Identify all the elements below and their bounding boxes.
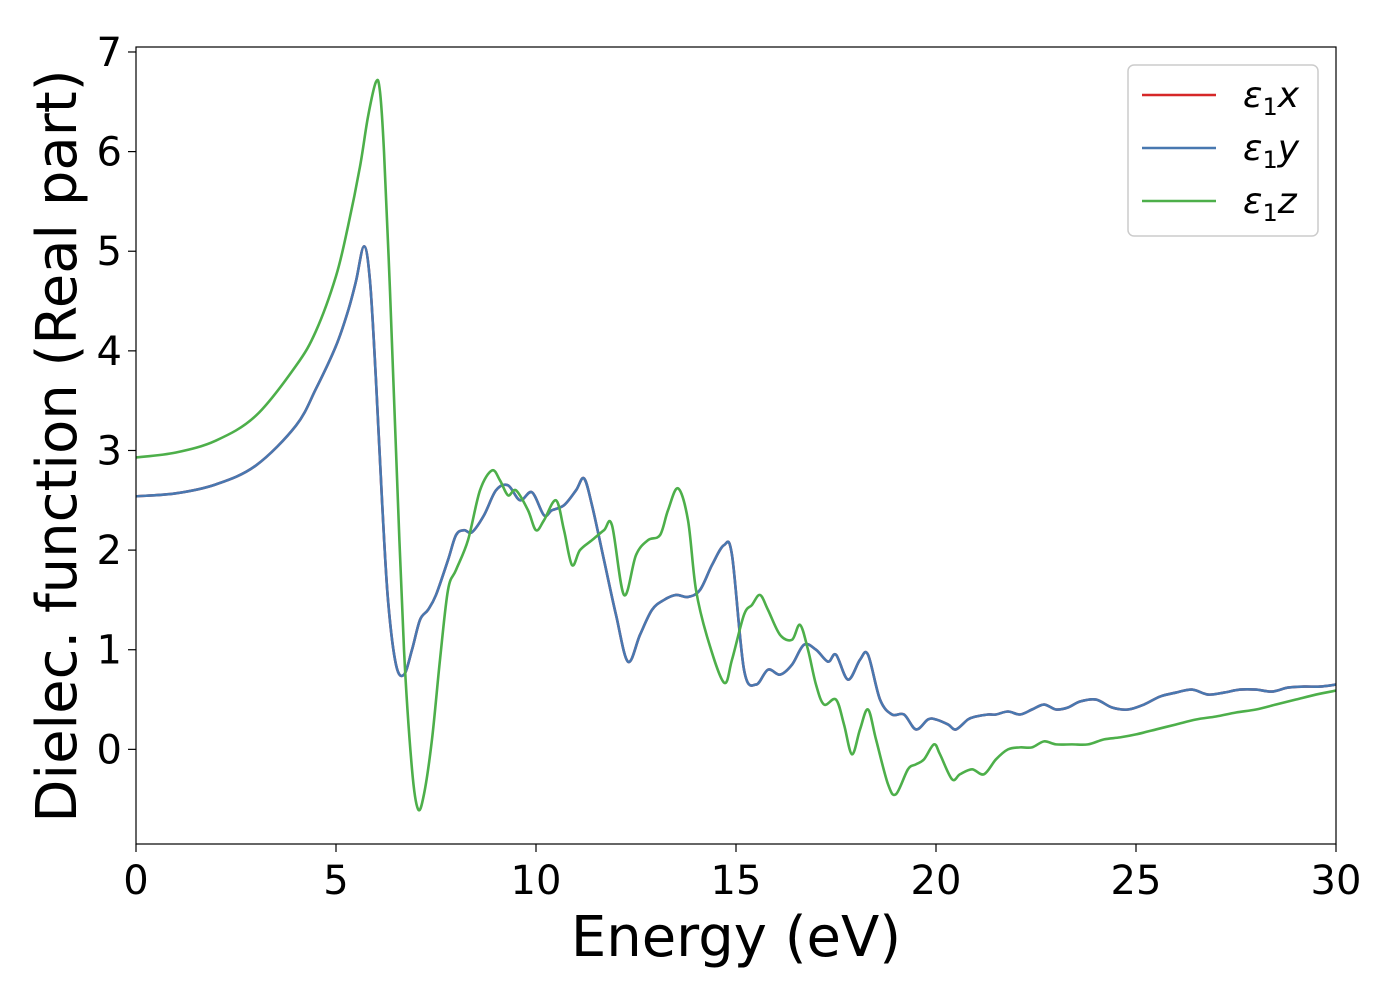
legend-symbol: ε — [1243, 181, 1262, 222]
legend-subscript: 1 — [1262, 93, 1277, 121]
y-axis-label: Dielec. function (Real part) — [25, 69, 90, 822]
legend-label-z: ε1z — [1243, 181, 1298, 227]
y-tick-label: 7 — [97, 30, 122, 76]
x-tick-label: 20 — [911, 858, 962, 904]
x-tick-label: 5 — [323, 858, 348, 904]
legend-symbol: ε — [1243, 128, 1262, 169]
y-tick-label: 3 — [97, 428, 122, 474]
legend-symbol: ε — [1243, 75, 1262, 116]
y-tick-label: 2 — [97, 528, 122, 574]
x-tick-label: 0 — [123, 858, 148, 904]
y-tick-label: 0 — [97, 727, 122, 773]
x-tick-label: 10 — [511, 858, 562, 904]
series-line-z — [136, 78, 1336, 812]
x-tick-label: 25 — [1111, 858, 1162, 904]
y-tick-label: 4 — [97, 329, 122, 375]
legend-label-y: ε1y — [1243, 128, 1300, 174]
series-layer — [136, 78, 1336, 812]
legend-variable: z — [1277, 181, 1298, 222]
y-tick-label: 6 — [97, 130, 122, 176]
legend-label-x: ε1x — [1243, 75, 1300, 121]
y-axis: 0 1 2 3 4 5 6 7 — [97, 30, 136, 773]
y-tick-label: 5 — [97, 229, 122, 275]
x-axis: 0 5 10 15 20 25 30 — [123, 844, 1361, 904]
x-axis-label: Energy (eV) — [571, 905, 901, 970]
legend-subscript: 1 — [1262, 146, 1277, 174]
x-tick-label: 15 — [711, 858, 762, 904]
legend-box — [1127, 64, 1319, 237]
y-tick-label: 1 — [97, 628, 122, 674]
legend-variable: y — [1277, 128, 1300, 169]
legend-subscript: 1 — [1262, 199, 1277, 227]
legend-variable: x — [1277, 75, 1300, 116]
series-line-y — [136, 244, 1336, 731]
x-tick-label: 30 — [1311, 858, 1362, 904]
